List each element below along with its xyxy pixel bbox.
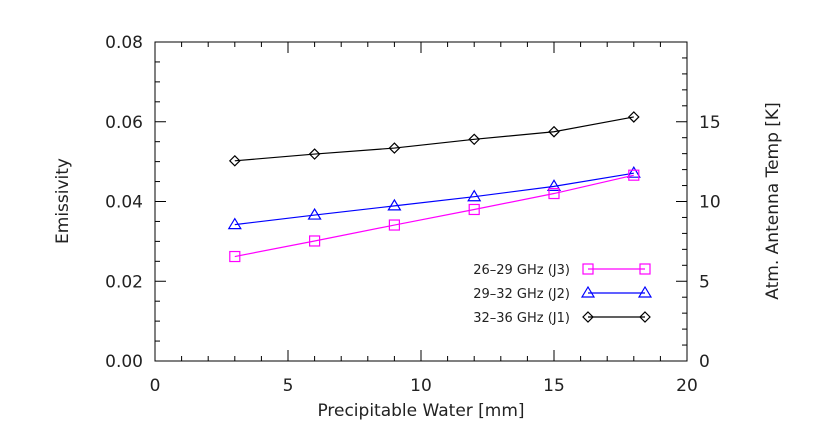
legend: 26–29 GHz (J3) 29–32 GHz (J2) 32–36 GHz (J… <box>473 263 653 326</box>
x-tick-label: 15 <box>543 376 565 396</box>
series-triangle <box>227 166 641 230</box>
y-tick-label: 0.02 <box>105 272 143 292</box>
y2-tick-label: 10 <box>699 193 721 213</box>
legend-label: 32–36 GHz (J1) <box>473 311 570 326</box>
legend-marker <box>582 311 594 323</box>
legend-entry: 29–32 GHz (J2) <box>473 285 653 302</box>
legend-label: 26–29 GHz (J3) <box>473 263 570 278</box>
legend-marker <box>639 311 651 323</box>
data-point <box>468 133 481 146</box>
data-point <box>468 203 480 216</box>
legend-label: 29–32 GHz (J2) <box>473 287 570 302</box>
y-tick-label: 0.04 <box>105 193 143 213</box>
data-point <box>628 169 640 181</box>
y-axis-title: Emissivity <box>53 158 73 244</box>
data-point <box>229 250 241 263</box>
legend-marker <box>637 285 653 298</box>
data-point <box>228 154 241 167</box>
data-point <box>227 217 242 230</box>
legend-entry: 26–29 GHz (J3) <box>473 263 651 278</box>
legend-marker <box>582 263 594 275</box>
data-point <box>548 125 560 138</box>
data-point <box>387 198 402 211</box>
data-point <box>307 207 322 220</box>
y2-tick-label: 15 <box>699 113 721 133</box>
tick-labels: 0 5 10 15 20 0.00 0.02 0.04 0.06 0.08 0 5 10 15 <box>105 33 721 396</box>
y-tick-label: 0.08 <box>105 33 143 53</box>
series-line <box>234 116 634 162</box>
x-axis-title: Precipitable Water [mm] <box>317 401 524 421</box>
legend-marker <box>580 285 596 298</box>
series-line <box>234 172 634 226</box>
data-point <box>309 235 321 247</box>
plot-frame <box>154 41 688 362</box>
y2-tick-label: 5 <box>699 272 710 292</box>
x-tick-label: 10 <box>410 376 432 396</box>
data-point <box>388 219 400 231</box>
legend-entry: 32–36 GHz (J1) <box>473 311 651 326</box>
data-point <box>548 187 560 200</box>
data-point <box>627 111 640 123</box>
legend-marker <box>639 263 651 275</box>
x-tick-label: 20 <box>676 376 698 396</box>
x-tick-label: 0 <box>150 376 161 396</box>
y2-axis-title: Atm. Antenna Temp [K] <box>763 102 783 299</box>
y2-tick-label: 0 <box>699 352 710 372</box>
data-point <box>308 148 321 160</box>
y-tick-label: 0.00 <box>105 352 143 372</box>
series-diamond <box>228 111 640 167</box>
data-point <box>467 189 482 202</box>
x-tick-label: 5 <box>283 376 294 396</box>
series-square <box>229 169 640 263</box>
series-layer <box>227 111 641 263</box>
data-point <box>388 142 401 154</box>
data-point <box>546 179 562 191</box>
y-tick-label: 0.06 <box>105 113 143 133</box>
series-line <box>234 174 634 258</box>
ticks <box>154 41 688 362</box>
data-point <box>626 166 641 178</box>
